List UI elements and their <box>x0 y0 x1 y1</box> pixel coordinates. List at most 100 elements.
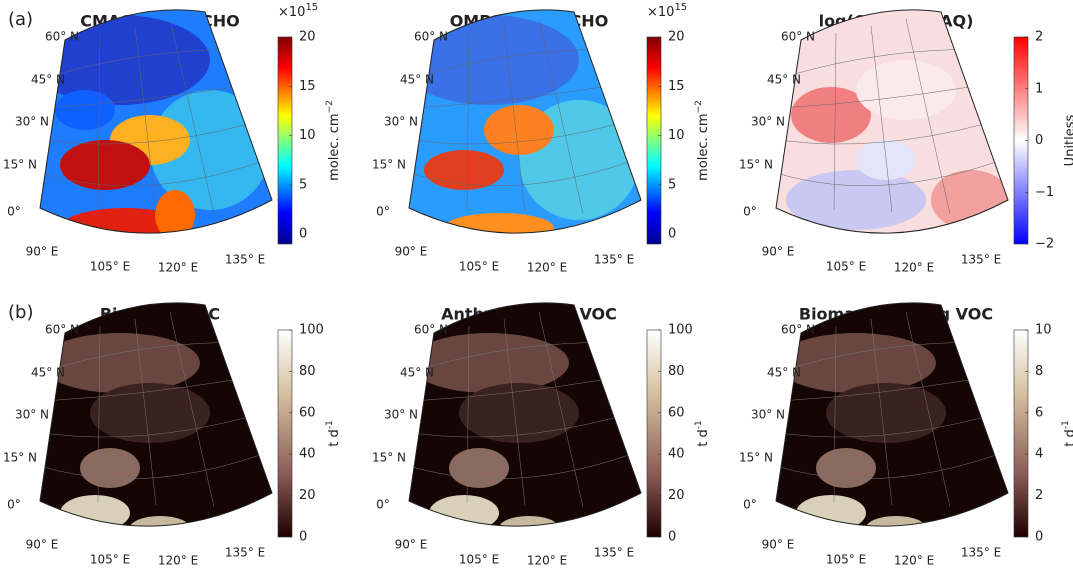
colorbar-tick-label: 60 <box>299 405 316 420</box>
map-region <box>866 516 926 540</box>
lat-label: 0° <box>7 205 21 219</box>
colorbar-tick-label: 100 <box>668 323 693 338</box>
lat-label: 0° <box>7 498 21 512</box>
colorbar-tick-label: 8 <box>1035 364 1043 379</box>
map-region <box>60 140 150 190</box>
exponent-power: 15 <box>305 2 318 13</box>
colorbar-tick-label: 5 <box>668 177 676 192</box>
colorbar-label: t d-1 <box>325 420 342 446</box>
lat-label: 60° N <box>781 30 815 44</box>
lon-label: 135° E <box>961 253 1001 267</box>
colorbar-label: Unitless <box>1063 114 1073 166</box>
lon-label: 135° E <box>225 253 265 267</box>
lat-label: 30° N <box>15 408 49 422</box>
colorbar-tick-label: 60 <box>668 405 685 420</box>
lat-label: 30° N <box>15 115 49 129</box>
lat-label: 60° N <box>45 30 79 44</box>
lat-label: 45° N <box>31 366 65 380</box>
colorbar-label-text: t d <box>696 429 711 446</box>
map-region <box>80 448 140 488</box>
lon-label: 120° E <box>894 554 934 568</box>
colorbar-label: molec. cm−2 <box>694 100 711 181</box>
colorbar-tick-label: 40 <box>668 447 685 462</box>
map-region <box>484 105 554 155</box>
colorbar-tick-label: 15 <box>299 79 316 94</box>
colorbar-tick-label: 80 <box>299 364 316 379</box>
map-region <box>816 448 876 488</box>
panel-label: (a) <box>8 9 33 30</box>
lat-label: 15° N <box>372 451 406 465</box>
colorbar-label-text: Unitless <box>1063 114 1073 166</box>
map-region <box>449 448 509 488</box>
lon-label: 135° E <box>225 546 265 560</box>
lon-label: 105° E <box>459 553 499 567</box>
lat-label: 30° N <box>751 408 785 422</box>
lon-label: 90° E <box>26 538 59 552</box>
colorbar-tick-label: 0 <box>668 530 676 545</box>
colorbar-exponent: ×1015 <box>647 2 687 20</box>
colorbar-label-text: molec. cm <box>327 113 342 180</box>
lat-label: 60° N <box>414 323 448 337</box>
lon-label: 90° E <box>762 538 795 552</box>
colorbar <box>1014 330 1028 537</box>
map-region <box>444 213 554 243</box>
figure: (a)(b)CMAQ total HCHO60° N45° N30° N15° … <box>0 0 1073 571</box>
lat-label: 45° N <box>767 73 801 87</box>
colorbar-tick-label: 2 <box>1035 30 1043 45</box>
colorbar-tick-label: 0 <box>668 227 676 242</box>
map-panel: Biogenic VOC60° N45° N30° N15° N0°90° E1… <box>3 293 342 568</box>
colorbar-label-sup: -1 <box>1061 420 1071 429</box>
colorbar <box>278 330 292 537</box>
map-region <box>55 90 115 130</box>
colorbar-tick-label: 20 <box>668 488 685 503</box>
lon-label: 120° E <box>527 261 567 275</box>
lon-label: 90° E <box>762 245 795 259</box>
colorbar-tick-label: 0 <box>299 227 307 242</box>
colorbar-tick-label: 0 <box>299 530 307 545</box>
colorbar-tick-label: 10 <box>1035 323 1052 338</box>
colorbar-tick-label: 0 <box>1035 530 1043 545</box>
colorbar-tick-label: −2 <box>1035 237 1054 252</box>
lon-label: 105° E <box>90 553 130 567</box>
lat-label: 30° N <box>384 115 418 129</box>
map-region <box>130 516 190 540</box>
lat-label: 45° N <box>400 73 434 87</box>
colorbar-label-sup: −2 <box>325 100 335 113</box>
lat-label: 15° N <box>3 451 37 465</box>
lon-label: 135° E <box>594 253 634 267</box>
lon-label: 105° E <box>826 553 866 567</box>
map-region <box>931 170 1011 230</box>
lat-label: 60° N <box>45 323 79 337</box>
lon-label: 90° E <box>395 538 428 552</box>
colorbar-tick-label: −1 <box>1035 185 1054 200</box>
lat-label: 45° N <box>400 366 434 380</box>
colorbar <box>278 37 292 244</box>
map-panel: Biomass burning VOC60° N45° N30° N15° N0… <box>739 293 1073 568</box>
map-region <box>459 383 579 443</box>
lat-label: 45° N <box>767 366 801 380</box>
colorbar-label: t d-1 <box>694 420 711 446</box>
lon-label: 90° E <box>395 245 428 259</box>
map-region <box>826 383 946 443</box>
colorbar <box>647 37 661 244</box>
lon-label: 105° E <box>459 260 499 274</box>
colorbar <box>647 330 661 537</box>
colorbar-label-sup: −2 <box>694 100 704 113</box>
lat-label: 60° N <box>781 323 815 337</box>
exponent-base: ×10 <box>647 5 674 20</box>
lat-label: 0° <box>376 498 390 512</box>
colorbar-label: t d-1 <box>1061 420 1073 446</box>
lon-label: 105° E <box>826 260 866 274</box>
colorbar-label-sup: -1 <box>694 420 704 429</box>
lat-label: 0° <box>376 205 390 219</box>
lat-label: 15° N <box>372 158 406 172</box>
colorbar-label-text: t d <box>327 429 342 446</box>
colorbar-tick-label: 10 <box>668 128 685 143</box>
colorbar-label-sup: -1 <box>325 420 335 429</box>
lon-label: 135° E <box>961 546 1001 560</box>
colorbar-tick-label: 1 <box>1035 81 1043 96</box>
lon-label: 120° E <box>894 261 934 275</box>
lat-label: 15° N <box>739 158 773 172</box>
colorbar-tick-label: 20 <box>668 30 685 45</box>
